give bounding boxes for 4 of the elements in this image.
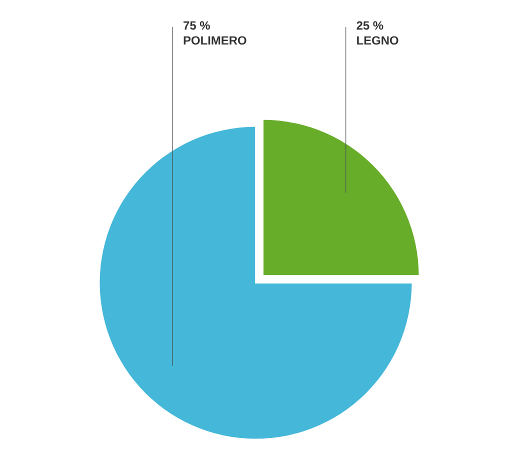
data-label: 75 % xyxy=(184,21,210,30)
slice-label: LEGNO xyxy=(357,36,398,45)
data-label: 25 % xyxy=(356,21,384,30)
slice-label: POLIMERO xyxy=(184,36,246,45)
